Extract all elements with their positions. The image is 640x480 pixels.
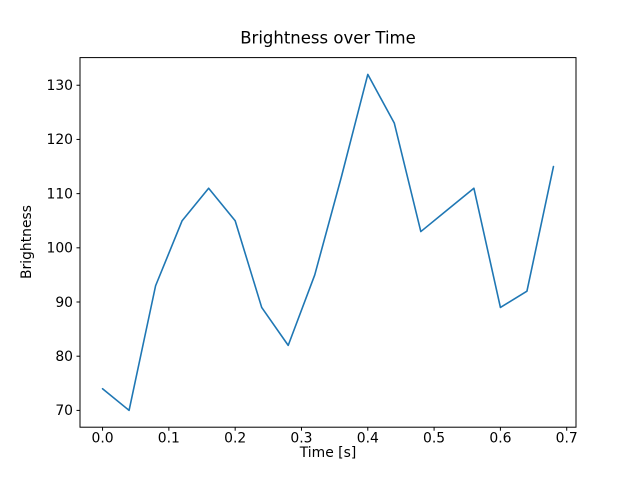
y-axis-label: Brightness bbox=[19, 205, 35, 279]
x-tick-label: 0.7 bbox=[556, 431, 578, 447]
axes-frame bbox=[79, 57, 577, 428]
y-tick-label: 80 bbox=[55, 349, 73, 365]
y-tick-label: 120 bbox=[46, 132, 73, 148]
x-tick-label: 0.2 bbox=[224, 431, 246, 447]
x-tick-label: 0.6 bbox=[489, 431, 511, 447]
x-tick-label: 0.0 bbox=[91, 431, 113, 447]
x-tick-label: 0.4 bbox=[357, 431, 379, 447]
x-tick-label: 0.3 bbox=[290, 431, 312, 447]
y-tick-label: 70 bbox=[55, 403, 73, 419]
chart-title: Brightness over Time bbox=[240, 28, 416, 48]
x-tick-label: 0.1 bbox=[158, 431, 180, 447]
x-axis-label: Time [s] bbox=[299, 445, 357, 461]
data-line-series bbox=[101, 73, 555, 412]
y-tick-label: 90 bbox=[55, 295, 73, 311]
y-tick-label: 100 bbox=[46, 241, 73, 257]
x-tick-label: 0.5 bbox=[423, 431, 445, 447]
y-tick-label: 130 bbox=[46, 78, 73, 94]
y-tick-label: 110 bbox=[46, 186, 73, 202]
